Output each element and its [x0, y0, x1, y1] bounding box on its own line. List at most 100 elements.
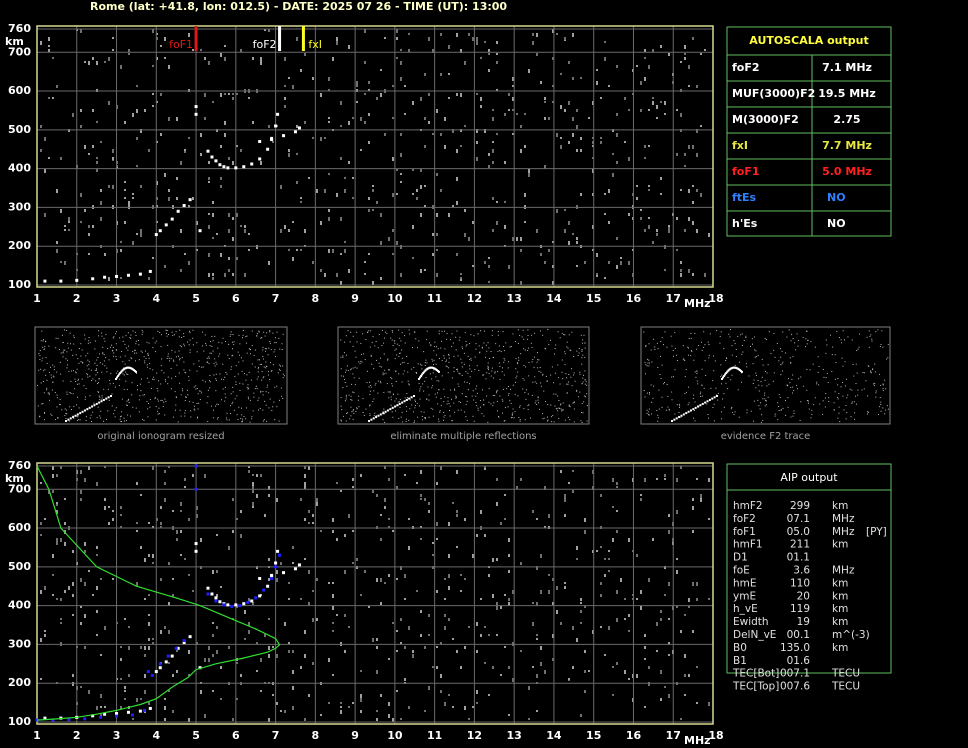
noise-dot — [696, 702, 698, 704]
thumbnail-dot — [564, 351, 566, 353]
noise-dot — [700, 125, 702, 127]
thumbnail-dot — [443, 419, 445, 421]
thumbnail-dot — [365, 408, 367, 410]
thumbnail-dot — [870, 372, 872, 374]
noise-dot — [228, 213, 230, 217]
noise-dot — [480, 634, 482, 637]
noise-dot — [708, 702, 710, 706]
noise-dot — [352, 530, 354, 532]
thumbnail-dot — [352, 367, 354, 369]
thumbnail-dot — [75, 354, 77, 356]
trace-point — [194, 464, 198, 468]
noise-dot — [156, 518, 158, 521]
thumbnail-dot — [670, 335, 672, 337]
noise-dot — [56, 502, 58, 504]
thumbnail-dot — [224, 393, 226, 395]
thumbnail-dot — [497, 371, 499, 373]
noise-dot — [568, 482, 570, 484]
noise-dot — [460, 277, 462, 279]
thumbnail-dot — [835, 361, 837, 363]
aip-cell: 110 — [790, 577, 810, 589]
noise-dot — [688, 217, 690, 221]
noise-dot — [604, 57, 606, 61]
thumbnail-dot — [792, 386, 794, 388]
trace-point — [226, 166, 230, 170]
thumbnail-dot — [661, 364, 663, 366]
trace-point — [297, 126, 301, 130]
thumbnail-dot — [371, 342, 373, 344]
noise-dot — [552, 602, 554, 605]
noise-dot — [124, 690, 126, 692]
thumbnail-dot — [582, 381, 584, 383]
noise-dot — [256, 670, 258, 672]
thumbnail-dot — [433, 359, 435, 361]
noise-dot — [616, 237, 618, 240]
thumbnail-dot — [195, 388, 197, 390]
thumbnail-dot — [535, 400, 537, 402]
thumbnail-dot — [882, 384, 884, 386]
thumbnail-trace — [83, 409, 86, 412]
noise-dot — [112, 149, 114, 153]
noise-dot — [592, 157, 594, 159]
thumbnail-dot — [757, 355, 759, 357]
thumbnail-dot — [745, 363, 747, 365]
thumbnail-dot — [146, 401, 148, 403]
thumbnail-dot — [232, 348, 234, 350]
thumbnail-dot — [208, 357, 210, 359]
thumbnail-dot — [69, 332, 71, 334]
thumbnail-dot — [102, 353, 104, 355]
thumbnail-dot — [581, 349, 583, 351]
noise-dot — [328, 658, 330, 662]
x-tick-label: 17 — [666, 729, 681, 742]
noise-dot — [464, 706, 466, 710]
noise-dot — [548, 590, 550, 594]
noise-dot — [364, 261, 366, 263]
thumbnail-dot — [403, 370, 405, 372]
thumbnail-dot — [109, 379, 111, 381]
noise-dot — [564, 229, 566, 233]
thumbnail-dot — [414, 407, 416, 409]
noise-dot — [344, 614, 346, 617]
noise-dot — [252, 486, 254, 490]
noise-dot — [640, 590, 642, 594]
noise-dot — [304, 654, 306, 658]
thumbnail-dot — [149, 368, 151, 370]
trace-point — [218, 163, 222, 167]
thumbnail-dot — [166, 358, 168, 360]
thumbnail-dot — [156, 410, 158, 412]
noise-dot — [216, 626, 218, 629]
noise-dot — [444, 702, 446, 706]
noise-dot — [180, 502, 182, 506]
noise-dot — [120, 65, 122, 69]
thumbnail-dot — [70, 380, 72, 382]
thumbnail-dot — [476, 392, 478, 394]
thumbnail-dot — [451, 377, 453, 379]
noise-dot — [268, 718, 270, 722]
thumbnail-dot — [198, 360, 200, 362]
thumbnail-dot — [83, 385, 85, 387]
thumbnail-dot — [649, 393, 651, 395]
thumbnail-dot — [527, 347, 529, 349]
noise-dot — [420, 169, 422, 172]
noise-dot — [288, 153, 290, 157]
thumbnail-trace — [721, 378, 723, 380]
thumbnail-dot — [703, 387, 705, 389]
autoscala-label: h'Es — [732, 217, 758, 230]
noise-dot — [572, 626, 574, 630]
thumbnail-dot — [870, 334, 872, 336]
noise-dot — [156, 197, 158, 200]
thumbnail-dot — [430, 407, 432, 409]
noise-dot — [432, 133, 434, 135]
thumbnail-dot — [272, 332, 274, 334]
thumbnail-trace — [722, 376, 725, 379]
thumbnail-dot — [262, 355, 264, 357]
thumbnail-dot — [75, 372, 77, 374]
thumbnail-dot — [377, 392, 379, 394]
noise-dot — [408, 706, 410, 709]
noise-dot — [552, 658, 554, 661]
noise-dot — [268, 125, 270, 128]
noise-dot — [616, 161, 618, 164]
trace-point — [198, 666, 202, 670]
thumbnail-dot — [566, 341, 568, 343]
trace-point — [59, 279, 63, 283]
